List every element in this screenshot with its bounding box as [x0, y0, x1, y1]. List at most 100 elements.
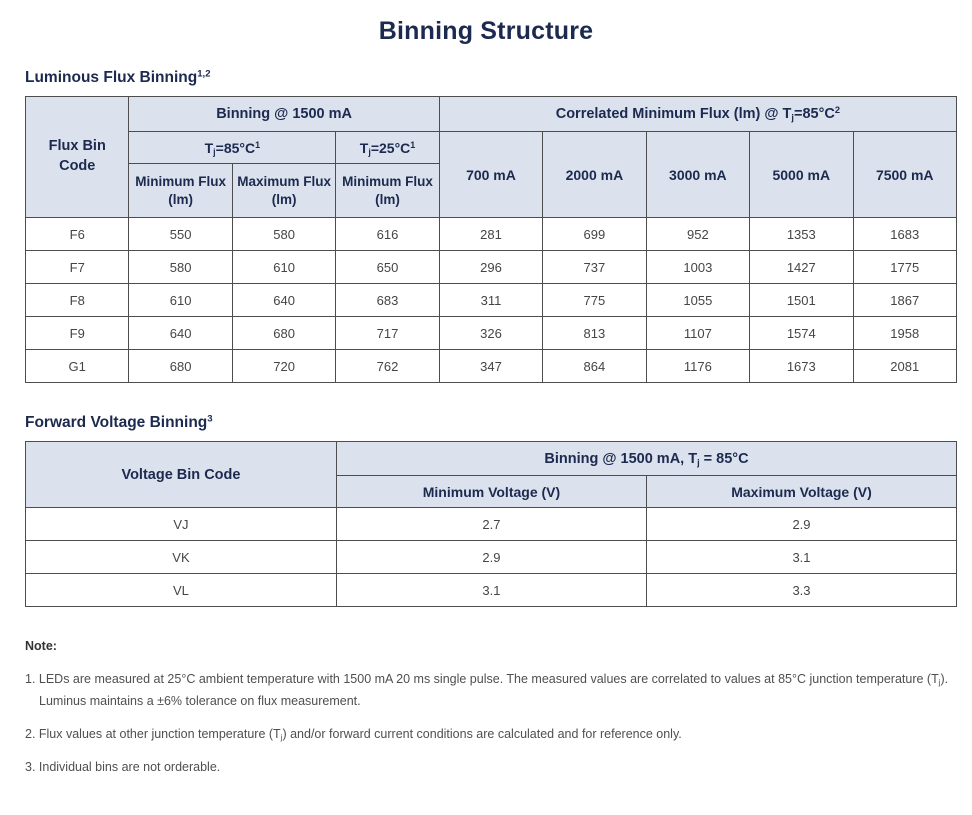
value-cell: 610	[231, 250, 337, 284]
value-cell: 864	[542, 349, 647, 383]
notes-label: Note:	[25, 639, 57, 653]
table-row: VK 2.9 3.1	[25, 540, 958, 574]
value-cell: 311	[438, 283, 544, 317]
minimum-flux-25c-header: Minimum Flux (lm)	[335, 163, 440, 218]
value-cell: 1683	[852, 217, 957, 251]
note-item-3: 3. Individual bins are not orderable.	[25, 759, 221, 774]
value-cell: 1055	[645, 283, 751, 317]
maximum-flux-header: Maximum Flux (lm)	[231, 163, 337, 218]
table-row: VJ 2.7 2.9	[25, 507, 958, 541]
value-cell: 616	[335, 217, 440, 251]
table-row: F8 610 640 683 311 775 1055 1501 1867	[24, 283, 957, 317]
flux-header-row-2: Tj=85°C1 Tj=25°C1 700 mA 2000 mA 3000 mA…	[26, 131, 957, 218]
value-cell: 296	[438, 250, 544, 284]
flux-table-header: Flux Bin Code Binning @ 1500 mA Correlat…	[24, 96, 958, 218]
voltage-bin-code-header: Voltage Bin Code	[25, 441, 337, 508]
value-cell: 720	[231, 349, 337, 383]
page-title: Binning Structure	[378, 17, 594, 45]
luminous-flux-binning-table: Flux Bin Code Binning @ 1500 mA Correlat…	[24, 96, 958, 383]
bin-code-cell: G1	[24, 349, 130, 383]
flux-table-body: F6 550 580 616 281 699 952 1353 1683 F7 580 610 650 2…	[24, 217, 957, 383]
tj-25c-header: Tj=25°C1	[335, 131, 440, 164]
table-row: F6 550 580 616 281 699 952 1353 1683	[24, 217, 957, 251]
value-cell: 2.9	[335, 540, 647, 574]
value-cell: 1107	[645, 316, 751, 350]
voltage-binning-group-header: Binning @ 1500 mA, Tj = 85°C	[335, 441, 958, 476]
minimum-voltage-header: Minimum Voltage (V)	[335, 475, 647, 508]
value-cell: 326	[438, 316, 544, 350]
table-row: G1 680 720 762 347 864 1176 1673 2081	[24, 349, 957, 383]
value-cell: 1958	[852, 316, 957, 350]
bin-code-cell: VL	[25, 573, 337, 607]
value-cell: 952	[645, 217, 751, 251]
value-cell: 281	[438, 217, 544, 251]
table-row: VL 3.1 3.3	[25, 573, 958, 607]
bin-code-cell: F7	[24, 250, 130, 284]
current-7500ma-header: 7500 mA	[852, 131, 957, 218]
bin-code-cell: F8	[24, 283, 130, 317]
notes-section: Note: 1. LEDs are measured at 25°C ambie…	[25, 639, 957, 779]
binning-1500ma-group-header: Binning @ 1500 mA	[128, 96, 440, 132]
bin-code-cell: VJ	[25, 507, 337, 541]
luminous-flux-section-heading: Luminous Flux Binning1,2	[25, 68, 211, 86]
current-5000ma-header: 5000 mA	[749, 131, 854, 218]
flux-header-row-1: Flux Bin Code Binning @ 1500 mA Correlat…	[24, 96, 958, 218]
value-cell: 2.7	[335, 507, 647, 541]
value-cell: 3.1	[645, 540, 958, 574]
value-cell: 2.9	[645, 507, 958, 541]
value-cell: 1673	[749, 349, 854, 383]
current-3000ma-header: 3000 mA	[645, 131, 751, 218]
tj-85c-header: Tj=85°C1	[128, 131, 337, 164]
section-spacer	[25, 383, 957, 414]
value-cell: 580	[128, 250, 233, 284]
voltage-table-header: Voltage Bin Code Binning @ 1500 mA, Tj =…	[25, 441, 958, 508]
value-cell: 683	[335, 283, 440, 317]
value-cell: 737	[542, 250, 647, 284]
correlated-min-flux-group-header: Correlated Minimum Flux (lm) @ Tj=85°C2	[438, 96, 958, 132]
value-cell: 762	[335, 349, 440, 383]
current-2000ma-header: 2000 mA	[542, 131, 647, 218]
value-cell: 1176	[645, 349, 751, 383]
value-cell: 775	[542, 283, 647, 317]
value-cell: 699	[542, 217, 647, 251]
value-cell: 680	[231, 316, 337, 350]
note-item-2: 2. Flux values at other junction tempera…	[25, 726, 682, 742]
maximum-voltage-header: Maximum Voltage (V)	[645, 475, 958, 508]
value-cell: 580	[231, 217, 337, 251]
value-cell: 1353	[749, 217, 854, 251]
bin-code-cell: VK	[25, 540, 337, 574]
value-cell: 1775	[852, 250, 957, 284]
minimum-flux-header: Minimum Flux (lm)	[128, 163, 233, 218]
value-cell: 347	[438, 349, 544, 383]
document-page: Binning Structure Luminous Flux Binning1…	[24, 17, 958, 779]
current-700ma-header: 700 mA	[438, 131, 544, 218]
value-cell: 1867	[852, 283, 957, 317]
bin-code-cell: F6	[24, 217, 130, 251]
voltage-table-body: VJ 2.7 2.9 VK 2.9 3.1 VL 3.1 3.3	[25, 507, 958, 607]
bin-code-cell: F9	[24, 316, 130, 350]
value-cell: 550	[128, 217, 233, 251]
page-content: Luminous Flux Binning1,2 Flux Bin Code B…	[24, 68, 958, 779]
value-cell: 717	[335, 316, 440, 350]
value-cell: 1003	[645, 250, 751, 284]
flux-bin-code-header: Flux Bin Code	[24, 96, 130, 218]
table-row: F9 640 680 717 326 813 1107 1574 1958	[24, 316, 957, 350]
value-cell: 813	[542, 316, 647, 350]
value-cell: 3.3	[645, 573, 958, 607]
value-cell: 1501	[749, 283, 854, 317]
value-cell: 1574	[749, 316, 854, 350]
forward-voltage-binning-table: Voltage Bin Code Binning @ 1500 mA, Tj =…	[25, 441, 958, 607]
value-cell: 2081	[852, 349, 957, 383]
value-cell: 680	[128, 349, 233, 383]
value-cell: 650	[335, 250, 440, 284]
flux-header-row-3: Minimum Flux (lm) Maximum Flux (lm) Mini…	[26, 163, 957, 218]
value-cell: 1427	[749, 250, 854, 284]
value-cell: 3.1	[335, 573, 647, 607]
value-cell: 610	[128, 283, 233, 317]
voltage-header-row-1: Voltage Bin Code Binning @ 1500 mA, Tj =…	[25, 441, 958, 508]
note-item-1: 1. LEDs are measured at 25°C ambient tem…	[25, 672, 949, 708]
forward-voltage-section-heading: Forward Voltage Binning3	[25, 413, 213, 431]
table-row: F7 580 610 650 296 737 1003 1427 1775	[24, 250, 957, 284]
value-cell: 640	[231, 283, 337, 317]
value-cell: 640	[128, 316, 233, 350]
